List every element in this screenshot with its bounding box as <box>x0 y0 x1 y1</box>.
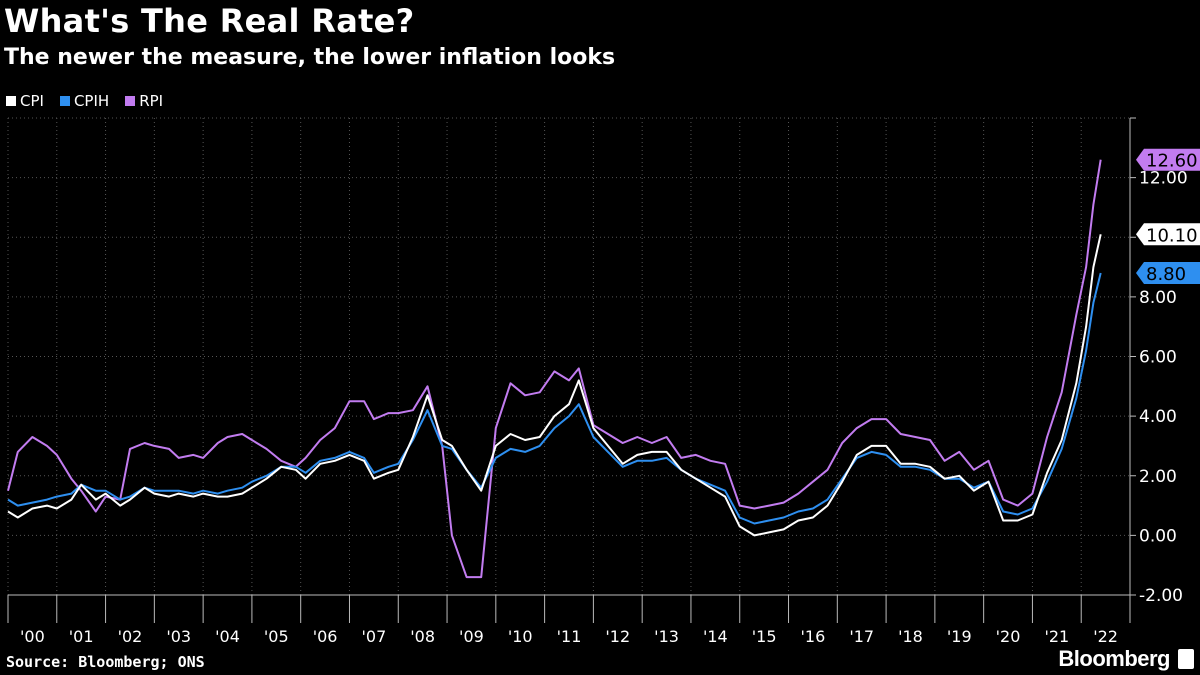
x-tick-label: '18 <box>898 627 923 646</box>
y-tick-label: 8.00 <box>1139 288 1177 308</box>
brand-name: Bloomberg <box>1058 646 1170 671</box>
chart-subtitle: The newer the measure, the lower inflati… <box>4 45 616 70</box>
bloomberg-logo-icon <box>1178 649 1194 669</box>
end-label-rpi: 12.60 <box>1146 151 1198 172</box>
x-tick-label: '17 <box>849 627 874 646</box>
end-label-cpi: 10.10 <box>1146 225 1198 246</box>
y-tick-label: 6.00 <box>1139 348 1177 368</box>
y-tick-label: -2.00 <box>1139 586 1183 606</box>
chart-title: What's The Real Rate? <box>4 2 415 40</box>
x-tick-label: '12 <box>605 627 630 646</box>
legend-item-cpih: CPIH <box>59 92 110 110</box>
legend-label-cpi: CPI <box>20 92 44 110</box>
legend-item-rpi: RPI <box>125 92 163 110</box>
x-tick-label: '05 <box>264 627 289 646</box>
series-line-cpih <box>7 272 1102 525</box>
x-tick-label: '22 <box>1093 627 1118 646</box>
x-tick-label: '21 <box>1044 627 1069 646</box>
x-tick-label: '01 <box>69 627 94 646</box>
x-tick-label: '10 <box>508 627 533 646</box>
x-tick-label: '00 <box>20 627 45 646</box>
x-tick-label: '16 <box>801 627 826 646</box>
x-tick-label: '13 <box>654 627 679 646</box>
x-tick-label: '08 <box>410 627 435 646</box>
y-tick-label: 0.00 <box>1139 526 1177 546</box>
x-tick-label: '20 <box>996 627 1021 646</box>
brand: Bloomberg <box>1058 646 1194 672</box>
legend-item-cpi: CPI <box>6 92 44 110</box>
series-line-cpi <box>7 234 1102 537</box>
x-tick-label: '11 <box>557 627 582 646</box>
legend-label-rpi: RPI <box>139 92 164 110</box>
x-tick-label: '15 <box>752 627 777 646</box>
legend-swatch-rpi <box>125 96 136 106</box>
x-tick-label: '02 <box>118 627 143 646</box>
y-tick-label: 12.00 <box>1139 169 1188 189</box>
legend-swatch-cpi <box>6 96 16 106</box>
x-tick-label: '07 <box>361 627 386 646</box>
legend-swatch-cpih <box>59 96 70 106</box>
legend: CPI CPIH RPI <box>6 92 163 110</box>
x-tick-label: '03 <box>166 627 191 646</box>
x-tick-label: '14 <box>703 627 728 646</box>
end-tag-cpi <box>1136 223 1200 246</box>
x-tick-label: '04 <box>215 627 240 646</box>
y-tick-label: 2.00 <box>1139 467 1177 487</box>
end-label-cpih: 8.80 <box>1146 264 1186 285</box>
series-line-rpi <box>7 159 1102 579</box>
end-tag-rpi <box>1136 148 1200 171</box>
y-tick-label: 4.00 <box>1139 407 1177 427</box>
end-tag-cpih <box>1136 262 1200 285</box>
x-tick-label: '09 <box>459 627 484 646</box>
source-note: Source: Bloomberg; ONS <box>6 653 205 671</box>
x-tick-label: '06 <box>313 627 338 646</box>
legend-label-cpih: CPIH <box>73 92 110 110</box>
x-tick-label: '19 <box>947 627 972 646</box>
